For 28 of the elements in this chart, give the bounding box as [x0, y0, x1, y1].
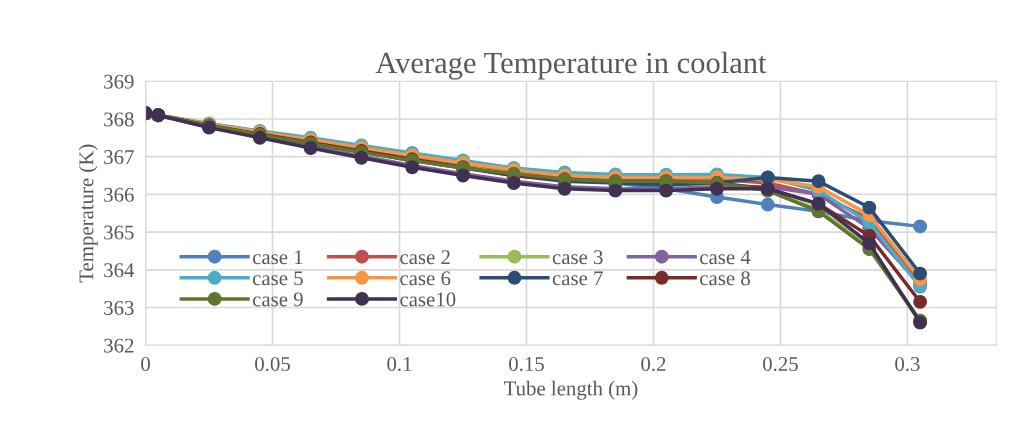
y-tick-label: 367	[104, 150, 134, 165]
legend-label: case 4	[700, 250, 751, 265]
legend-label: case 8	[700, 271, 750, 286]
legend-label: case 1	[252, 250, 303, 265]
legend-label: case 6	[400, 271, 451, 286]
y-tick-label: 369	[104, 74, 134, 89]
x-tick-label: 0.1	[387, 356, 412, 372]
x-tick-label: 0.05	[255, 356, 290, 372]
legend-label: case 7	[552, 271, 603, 286]
y-tick-label: 364	[104, 263, 135, 278]
legend-label: case 5	[252, 271, 303, 286]
legend-label: case 3	[552, 250, 603, 265]
x-tick-label: 0.2	[641, 356, 666, 372]
y-tick-label: 365	[104, 225, 134, 240]
chart-title: Average Temperature in coolant	[375, 51, 767, 80]
legend-label: case 9	[252, 292, 303, 307]
y-axis-title: Temperature (K)	[78, 144, 98, 283]
y-tick-label: 366	[104, 187, 134, 202]
x-tick-label: 0.15	[509, 356, 544, 372]
x-axis-title: Tube length (m)	[503, 380, 638, 400]
legend-label: case10	[400, 292, 456, 307]
y-tick-label: 368	[104, 112, 134, 127]
x-tick-label: 0	[141, 356, 150, 371]
y-tick-label: 363	[104, 300, 134, 315]
y-tick-label: 362	[104, 338, 134, 353]
x-tick-label: 0.3	[895, 356, 920, 372]
legend-label: case 2	[400, 250, 450, 265]
x-tick-label: 0.25	[763, 356, 798, 372]
